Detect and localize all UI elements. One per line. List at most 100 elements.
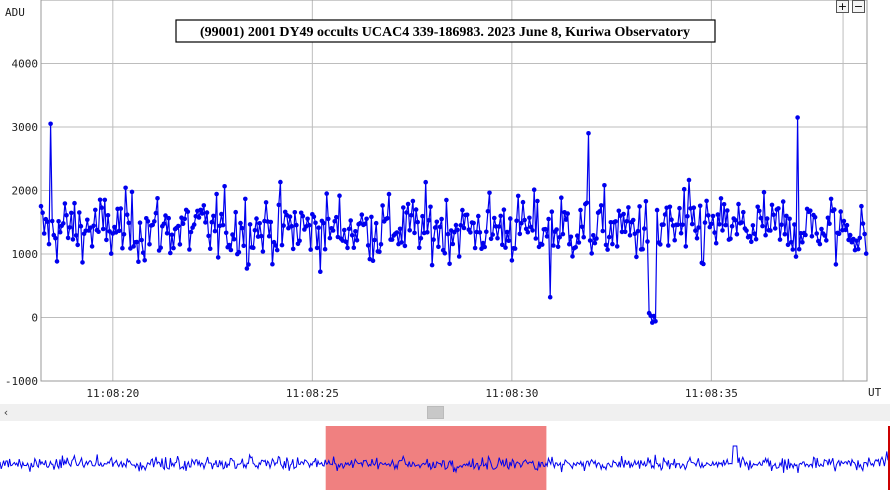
data-point — [166, 215, 171, 221]
data-point — [163, 213, 168, 218]
data-point — [207, 246, 213, 251]
data-point — [761, 189, 767, 195]
data-point — [790, 247, 796, 252]
data-point — [105, 213, 111, 218]
data-point — [452, 229, 457, 235]
y-tick-label: -1000 — [5, 375, 38, 388]
data-point — [485, 209, 491, 214]
data-point — [678, 230, 684, 236]
data-point — [825, 215, 831, 221]
data-point — [613, 219, 618, 224]
data-point — [683, 244, 689, 249]
data-point — [260, 249, 266, 254]
data-point — [570, 254, 575, 259]
data-point — [750, 223, 756, 228]
data-point — [645, 239, 650, 244]
data-point — [306, 222, 312, 228]
data-point — [171, 245, 176, 251]
data-point — [753, 236, 759, 242]
data-point — [73, 233, 79, 238]
data-point — [321, 220, 326, 226]
data-point — [108, 251, 114, 256]
data-point — [161, 221, 167, 227]
data-point — [579, 224, 585, 230]
data-point — [712, 230, 717, 235]
data-point — [112, 224, 117, 230]
data-point — [134, 239, 140, 245]
data-point — [591, 233, 596, 238]
data-point — [118, 206, 124, 211]
data-point — [131, 244, 136, 249]
scroll-thumb[interactable] — [427, 406, 444, 419]
data-point — [176, 223, 181, 229]
data-point — [199, 211, 205, 216]
data-point — [654, 207, 660, 213]
data-point — [334, 214, 339, 220]
data-point — [394, 230, 400, 235]
grid — [41, 0, 867, 382]
data-point — [527, 215, 532, 221]
data-point — [667, 204, 673, 210]
data-point — [212, 228, 218, 234]
data-point — [782, 231, 788, 237]
data-point — [259, 233, 264, 239]
data-point — [219, 211, 224, 217]
data-point — [80, 260, 85, 265]
data-point — [772, 226, 778, 231]
data-point — [142, 258, 147, 263]
data-point — [150, 222, 155, 228]
data-point — [651, 313, 657, 319]
data-point — [326, 216, 331, 222]
plot-frame — [40, 0, 868, 382]
data-point — [48, 121, 53, 127]
data-point — [294, 222, 299, 228]
data-point — [64, 213, 69, 218]
data-point — [602, 183, 607, 188]
data-point — [563, 217, 569, 222]
data-point — [417, 245, 422, 251]
data-point — [279, 242, 285, 248]
data-point — [741, 209, 746, 215]
data-point — [812, 215, 818, 220]
overview-selection-window[interactable] — [325, 426, 547, 490]
data-point — [97, 197, 103, 203]
data-point — [370, 258, 376, 264]
data-point — [460, 207, 465, 213]
data-point — [522, 217, 527, 223]
overview-navigator[interactable] — [0, 424, 890, 493]
data-point — [458, 223, 464, 228]
data-point — [214, 191, 219, 197]
data-point — [246, 262, 251, 267]
zoom-out-button[interactable]: − — [852, 0, 865, 13]
data-point — [456, 254, 462, 259]
data-point — [747, 233, 752, 239]
data-point — [203, 220, 208, 225]
time-scrollbar[interactable]: ‹ — [0, 404, 890, 421]
data-point — [278, 179, 283, 185]
data-point — [675, 222, 681, 228]
data-point — [397, 226, 403, 232]
data-point — [693, 228, 698, 233]
data-point — [495, 235, 500, 241]
data-point — [168, 250, 173, 256]
data-point — [785, 242, 791, 248]
data-point — [723, 222, 728, 228]
data-point — [78, 223, 84, 229]
data-point — [568, 234, 574, 240]
data-point — [843, 227, 848, 233]
data-point — [838, 209, 843, 214]
data-point — [592, 240, 598, 246]
data-point — [444, 197, 449, 203]
data-point — [62, 201, 68, 206]
data-point — [847, 232, 853, 238]
data-point — [653, 319, 658, 324]
scroll-left-button[interactable]: ‹ — [3, 406, 9, 419]
data-point — [425, 230, 430, 235]
data-point — [793, 254, 799, 259]
data-point — [771, 212, 776, 218]
zoom-in-button[interactable]: + — [836, 0, 849, 13]
data-point — [91, 223, 96, 229]
data-point — [515, 193, 521, 199]
data-point — [236, 249, 242, 255]
